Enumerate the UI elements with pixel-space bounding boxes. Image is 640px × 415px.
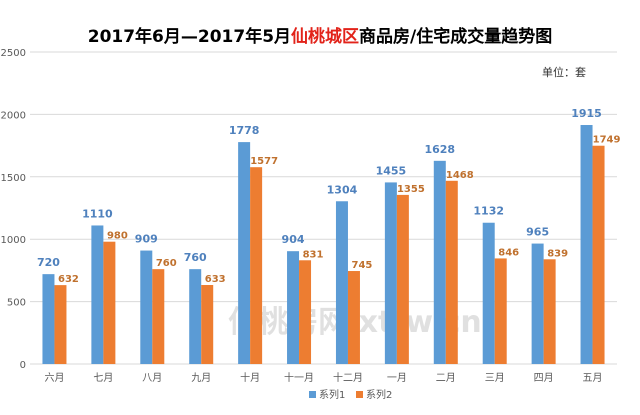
- unit-label: 单位：套: [542, 65, 586, 79]
- data-label-series1: 760: [184, 251, 207, 264]
- bar-series2: [299, 260, 312, 364]
- bar-series1: [433, 160, 446, 364]
- bar-series1: [91, 225, 104, 364]
- bar-series2: [54, 285, 67, 364]
- bar-series2: [201, 285, 214, 364]
- y-tick-label: 0: [20, 360, 26, 371]
- data-label-series2: 1355: [397, 184, 425, 195]
- data-label-series1: 1915: [571, 107, 602, 120]
- bar-series1: [580, 125, 593, 365]
- legend-label-series1: 系列1: [319, 388, 345, 401]
- bar-series2: [103, 241, 116, 364]
- bar-series1: [335, 201, 348, 364]
- data-label-series1: 1778: [229, 124, 260, 137]
- bar-series1: [384, 182, 397, 364]
- x-tick-label: 五月: [583, 372, 603, 384]
- x-tick-label: 四月: [534, 372, 554, 384]
- bar-series2: [543, 259, 556, 364]
- data-label-series1: 965: [526, 226, 549, 239]
- legend-label-series2: 系列2: [366, 388, 392, 401]
- chart-title-highlight: 仙桃城区: [291, 26, 359, 47]
- data-label-series1: 720: [37, 256, 60, 269]
- data-labels: 720 632 1110 980 909 760 760 633 1778 1577 904 831 1…: [37, 107, 621, 285]
- y-tick-label: 2000: [1, 110, 26, 121]
- bar-series1: [482, 222, 495, 364]
- bar-series2: [396, 194, 409, 364]
- bar-series1: [42, 274, 55, 364]
- x-tick-label: 七月: [93, 372, 113, 384]
- y-tick-label: 1000: [1, 235, 26, 246]
- data-label-series2: 1749: [593, 135, 621, 146]
- data-label-series2: 1468: [446, 170, 474, 181]
- chart-title: 2017年6月—2017年5月仙桃城区商品房/住宅成交量趋势图: [88, 26, 553, 47]
- chart-title-suffix: 商品房/住宅成交量趋势图: [359, 26, 552, 47]
- data-label-series2: 831: [303, 249, 324, 260]
- x-tick-label: 一月: [387, 372, 407, 384]
- data-label-series1: 904: [282, 233, 305, 246]
- x-tick-label: 二月: [436, 372, 456, 384]
- data-label-series1: 1132: [473, 205, 504, 218]
- bar-series1: [287, 251, 300, 364]
- bar-series1: [189, 269, 202, 364]
- data-label-series2: 632: [58, 274, 79, 285]
- legend-swatch-series2: [356, 391, 363, 398]
- data-label-series2: 760: [156, 258, 177, 269]
- bar-series2: [445, 180, 458, 364]
- bar-series2: [494, 258, 507, 364]
- data-label-series1: 909: [135, 233, 158, 246]
- x-tick-label: 十月: [240, 371, 260, 384]
- legend-swatch-series1: [309, 391, 316, 398]
- y-tick-label: 2500: [1, 48, 26, 59]
- bar-series2: [347, 271, 360, 364]
- gridlines: [30, 51, 617, 365]
- data-label-series1: 1110: [82, 207, 113, 220]
- data-label-series1: 1628: [424, 143, 455, 156]
- data-label-series2: 846: [498, 247, 519, 258]
- bar-series2: [152, 269, 165, 364]
- bar-series1: [531, 243, 544, 364]
- x-tick-label: 三月: [485, 372, 505, 384]
- bar-series2: [592, 145, 605, 364]
- data-label-series1: 1304: [327, 183, 358, 196]
- data-label-series2: 839: [547, 248, 568, 259]
- x-tick-label: 九月: [191, 372, 211, 384]
- data-label-series2: 633: [205, 274, 226, 285]
- x-axis: 六月 七月 八月 九月 十月 十一月 十二月 一月 二月 三月 四月 五月: [44, 371, 602, 384]
- bar-series2: [250, 167, 263, 364]
- bars: [42, 125, 605, 365]
- data-label-series2: 980: [107, 231, 128, 242]
- data-label-series2: 1577: [250, 156, 278, 167]
- y-axis: 0 500 1000 1500 2000 2500: [1, 48, 26, 371]
- bar-series1: [140, 250, 153, 364]
- bar-series1: [238, 142, 251, 364]
- x-tick-label: 十二月: [333, 371, 363, 384]
- y-tick-label: 500: [7, 298, 26, 309]
- x-tick-label: 十一月: [284, 371, 314, 384]
- y-tick-label: 1500: [1, 173, 26, 184]
- data-label-series2: 745: [352, 260, 373, 271]
- legend: 系列1 系列2: [309, 388, 392, 401]
- x-tick-label: 六月: [44, 372, 64, 384]
- x-tick-label: 八月: [142, 372, 162, 384]
- chart-title-prefix: 2017年6月—2017年5月: [88, 26, 291, 47]
- data-label-series1: 1455: [376, 164, 407, 177]
